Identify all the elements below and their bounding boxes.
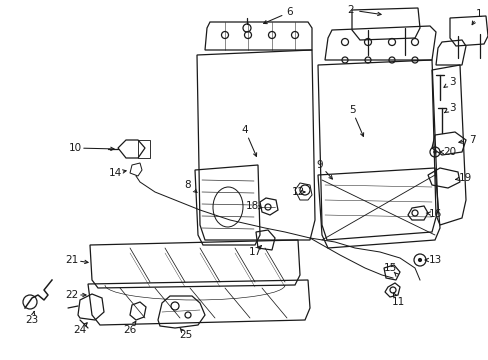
Text: 25: 25 <box>179 330 192 340</box>
Text: 6: 6 <box>286 7 293 17</box>
Text: 16: 16 <box>427 209 441 219</box>
Text: 15: 15 <box>383 263 396 273</box>
Text: 8: 8 <box>184 180 191 190</box>
Text: 13: 13 <box>427 255 441 265</box>
Text: 17: 17 <box>248 247 261 257</box>
Text: 5: 5 <box>348 105 355 115</box>
Text: 20: 20 <box>443 147 456 157</box>
Text: 1: 1 <box>475 9 481 19</box>
Text: 12: 12 <box>291 187 304 197</box>
Text: 4: 4 <box>241 125 248 135</box>
Text: 10: 10 <box>68 143 81 153</box>
Text: 26: 26 <box>123 325 136 335</box>
Text: 18: 18 <box>245 201 258 211</box>
Text: 11: 11 <box>390 297 404 307</box>
Circle shape <box>417 258 421 262</box>
Text: 14: 14 <box>108 168 122 178</box>
Text: 7: 7 <box>468 135 474 145</box>
Text: 3: 3 <box>448 77 454 87</box>
Text: 9: 9 <box>316 160 323 170</box>
Text: 24: 24 <box>73 325 86 335</box>
Text: 21: 21 <box>65 255 79 265</box>
Text: 2: 2 <box>347 5 354 15</box>
Text: 3: 3 <box>448 103 454 113</box>
Text: 22: 22 <box>65 290 79 300</box>
Text: 23: 23 <box>25 315 39 325</box>
Circle shape <box>432 150 436 154</box>
Text: 19: 19 <box>457 173 470 183</box>
